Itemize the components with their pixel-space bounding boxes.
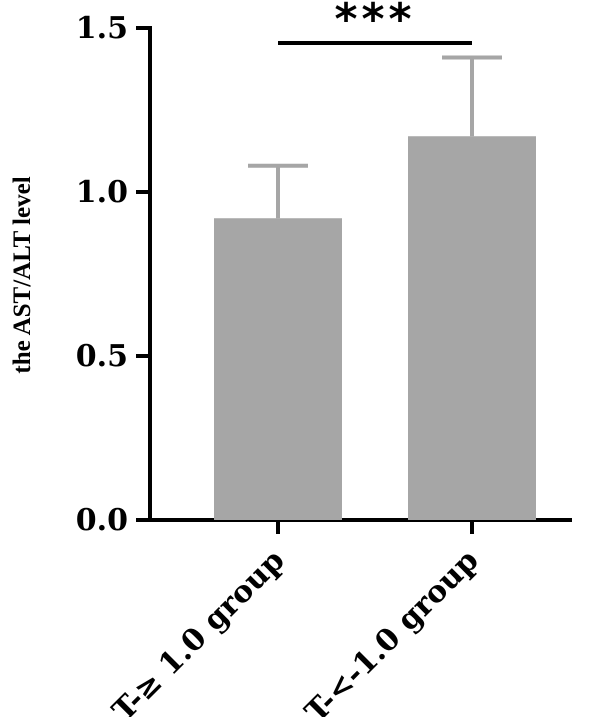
y-tick-label: 0.0	[76, 503, 128, 538]
y-tick-label: 0.5	[76, 339, 128, 374]
error-bars	[248, 55, 502, 219]
bar	[408, 136, 536, 521]
x-category-label: T-≥ 1.0 group	[106, 543, 292, 717]
significance-annotation: ***	[278, 0, 472, 45]
x-category-label: T-<-1.0 group	[299, 543, 486, 717]
y-tick-label: 1.0	[76, 175, 128, 210]
significance-label: ***	[334, 0, 415, 45]
y-tick-label: 1.5	[76, 11, 128, 46]
bar	[214, 218, 342, 521]
y-axis-label: the AST/ALT level	[9, 176, 36, 373]
bars	[214, 136, 536, 521]
